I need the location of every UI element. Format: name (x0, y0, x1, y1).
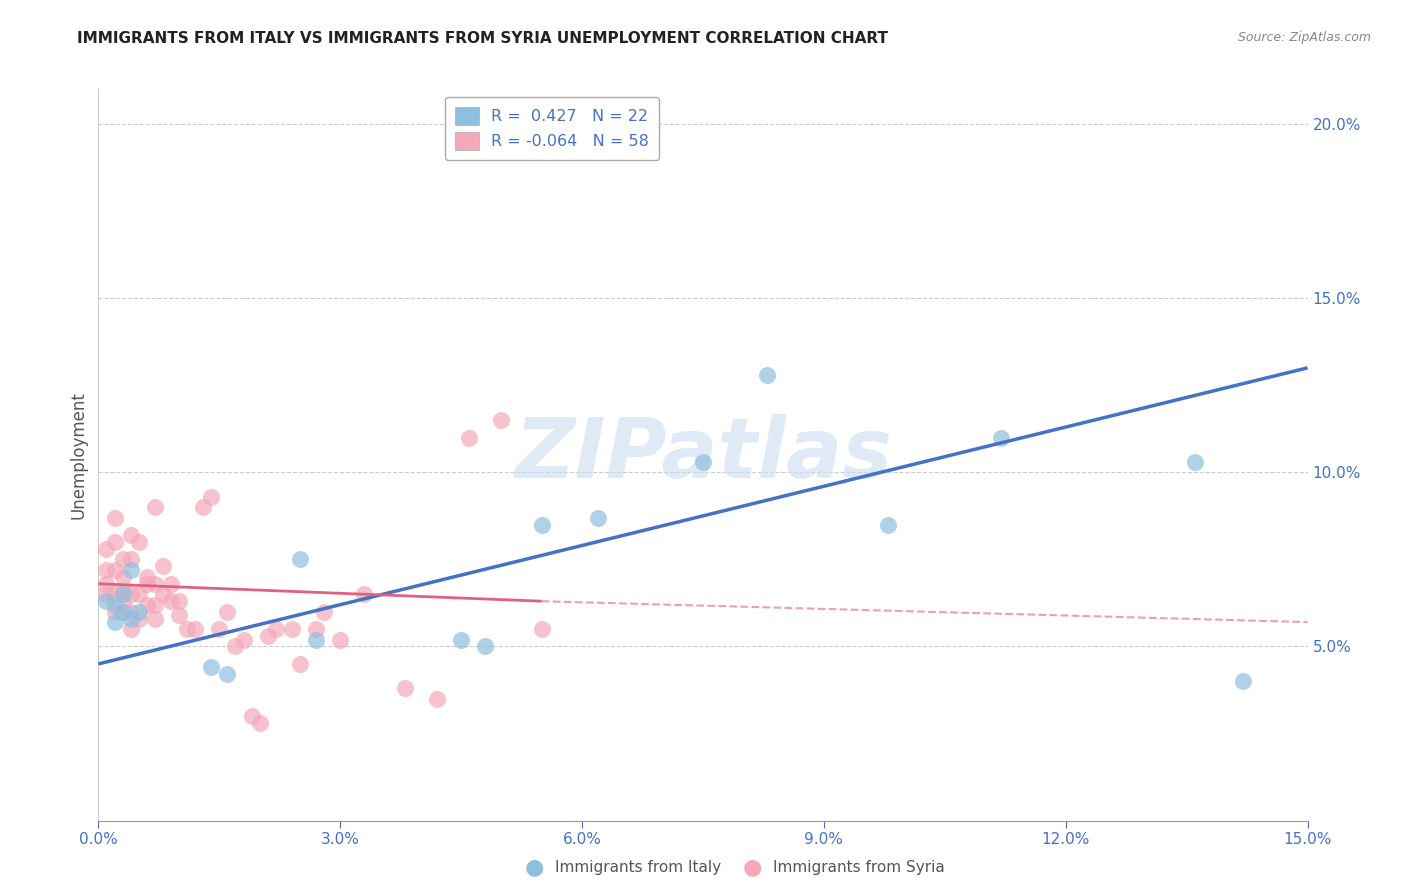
Point (232, 632, 254, 647)
Point (128, 605, 150, 619)
Point (329, 632, 352, 647)
Point (877, 517, 900, 532)
Point (103, 563, 125, 577)
Point (217, 605, 239, 619)
Point (111, 605, 134, 619)
Point (103, 605, 125, 619)
Point (103, 598, 125, 612)
Point (120, 605, 142, 619)
Point (135, 598, 157, 612)
Text: Immigrants from Italy: Immigrants from Italy (555, 860, 721, 874)
Point (167, 608, 190, 623)
Point (103, 587, 125, 601)
Point (756, 368, 779, 382)
Point (491, 413, 513, 427)
Point (135, 576, 157, 591)
Point (394, 681, 416, 696)
Point (120, 528, 142, 542)
Point (135, 570, 157, 584)
Point (152, 559, 174, 574)
Point (120, 622, 142, 636)
Point (193, 500, 215, 515)
Point (530, 622, 553, 636)
Text: Source: ZipAtlas.com: Source: ZipAtlas.com (1237, 31, 1371, 45)
Point (143, 612, 166, 626)
Point (103, 510, 125, 524)
Point (249, 716, 271, 731)
Point (111, 583, 134, 598)
Point (96, 563, 118, 577)
Point (96, 587, 118, 601)
Point (128, 535, 150, 549)
Point (120, 563, 142, 577)
Point (200, 660, 222, 674)
Point (586, 510, 609, 524)
Point (120, 587, 142, 601)
Point (288, 657, 311, 671)
Point (96, 594, 118, 608)
Text: IMMIGRANTS FROM ITALY VS IMMIGRANTS FROM SYRIA UNEMPLOYMENT CORRELATION CHART: IMMIGRANTS FROM ITALY VS IMMIGRANTS FROM… (77, 31, 889, 46)
Point (128, 587, 150, 601)
Point (128, 612, 150, 626)
Point (111, 587, 134, 601)
Point (256, 629, 278, 643)
Y-axis label: Unemployment: Unemployment (69, 391, 87, 519)
Point (143, 598, 166, 612)
Point (264, 622, 287, 636)
Point (530, 517, 553, 532)
Point (208, 622, 231, 636)
Text: ●: ● (742, 857, 762, 877)
Point (176, 622, 198, 636)
Point (1232, 674, 1254, 689)
Point (200, 490, 222, 504)
Point (305, 632, 328, 647)
Point (160, 594, 183, 608)
Legend: R =  0.427   N = 22, R = -0.064   N = 58: R = 0.427 N = 22, R = -0.064 N = 58 (444, 97, 659, 160)
Text: ZIPatlas: ZIPatlas (515, 415, 891, 495)
Point (990, 430, 1012, 444)
Point (288, 552, 311, 566)
Point (111, 598, 134, 612)
Point (143, 500, 166, 515)
Point (160, 576, 183, 591)
Point (111, 570, 134, 584)
Point (96, 541, 118, 556)
Point (426, 691, 449, 706)
Point (314, 605, 336, 619)
Point (120, 612, 142, 626)
Point (96, 576, 118, 591)
Point (450, 632, 472, 647)
Point (184, 622, 207, 636)
Point (143, 576, 166, 591)
Point (120, 552, 142, 566)
Point (458, 430, 481, 444)
Text: Immigrants from Syria: Immigrants from Syria (773, 860, 945, 874)
Point (167, 594, 190, 608)
Point (305, 622, 328, 636)
Point (111, 552, 134, 566)
Point (692, 455, 714, 469)
Point (281, 622, 304, 636)
Point (103, 615, 125, 629)
Point (152, 587, 174, 601)
Point (353, 587, 375, 601)
Point (111, 605, 134, 619)
Point (474, 640, 496, 654)
Text: ●: ● (524, 857, 544, 877)
Point (240, 709, 263, 723)
Point (103, 535, 125, 549)
Point (224, 640, 246, 654)
Point (217, 667, 239, 681)
Point (1184, 455, 1206, 469)
